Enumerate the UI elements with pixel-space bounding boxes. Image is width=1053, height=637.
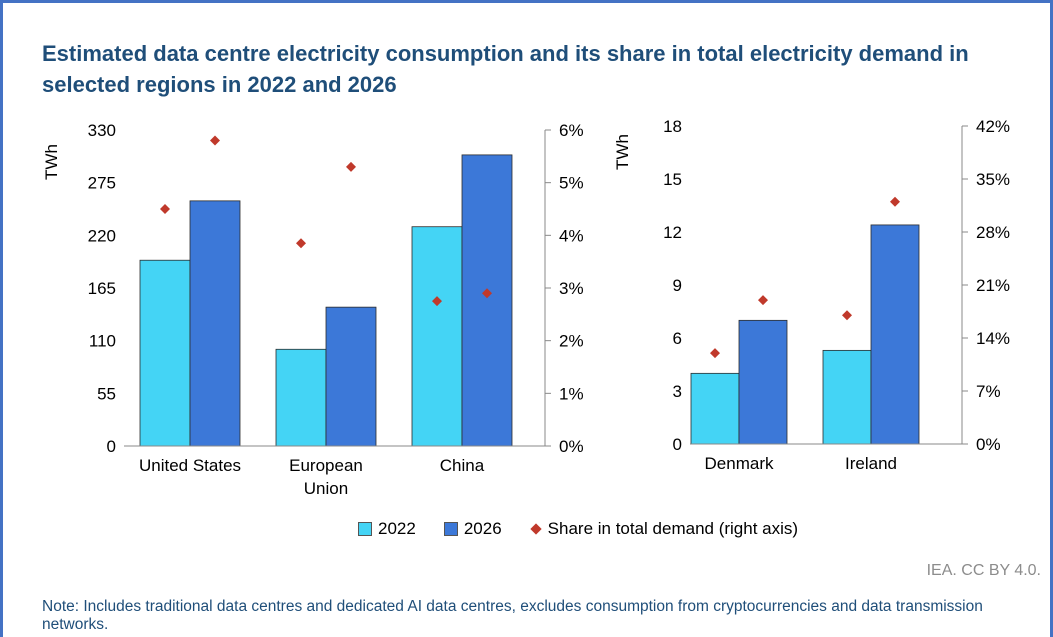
y2-tick-label: 6% xyxy=(559,121,584,140)
share-marker-2026-china xyxy=(482,288,492,299)
y-tick-label: 330 xyxy=(88,121,116,140)
source-credit: IEA. CC BY 4.0. xyxy=(926,562,1041,579)
bar-2022-china xyxy=(411,226,463,447)
y-tick-label: 0 xyxy=(673,435,682,454)
legend-diamond-icon xyxy=(529,523,542,535)
y2-tick-label: 21% xyxy=(976,276,1010,295)
y2-tick-label: 28% xyxy=(976,223,1010,242)
y-tick-label: 165 xyxy=(88,279,116,298)
bar-2026-united-states xyxy=(189,200,241,447)
legend-label-2026: 2026 xyxy=(463,519,502,538)
bar-2022-ireland xyxy=(822,349,872,445)
legend-item-2026: 2026 xyxy=(443,519,502,539)
bar-2026-european-union xyxy=(325,306,377,447)
y-tick-label: 15 xyxy=(663,170,682,189)
y-tick-label: 3 xyxy=(673,382,682,401)
bar-2022-united-states xyxy=(139,259,191,447)
x-tick-label: Ireland xyxy=(845,454,897,473)
share-marker-2022-china xyxy=(432,296,442,307)
y-tick-label: 6 xyxy=(673,329,682,348)
legend-swatch-2022 xyxy=(358,522,372,536)
y2-tick-label: 42% xyxy=(976,117,1010,136)
y2-tick-label: 1% xyxy=(559,384,584,403)
bar-2022-denmark xyxy=(690,372,740,445)
y-tick-label: 9 xyxy=(673,276,682,295)
y-tick-label: 110 xyxy=(89,332,116,351)
y-tick-label: 18 xyxy=(663,117,682,136)
y-axis-title: TWh xyxy=(613,134,632,170)
y-tick-label: 220 xyxy=(88,226,116,245)
chart-legend: 2022 2026 Share in total demand (right a… xyxy=(358,519,826,539)
y2-tick-label: 0% xyxy=(559,437,584,456)
legend-swatch-2026 xyxy=(443,522,458,536)
share-marker-2022-denmark xyxy=(710,348,720,359)
x-tick-label: China xyxy=(440,456,485,475)
y2-tick-label: 3% xyxy=(559,279,584,298)
chart-note: Note: Includes traditional data centres … xyxy=(42,598,983,633)
share-marker-2026-ireland xyxy=(890,196,900,207)
legend-item-share: Share in total demand (right axis) xyxy=(529,519,799,539)
share-marker-2022-ireland xyxy=(842,310,852,321)
bar-2026-denmark xyxy=(738,319,788,445)
chart-title: Estimated data centre electricity consum… xyxy=(42,41,969,97)
y2-tick-label: 4% xyxy=(559,226,584,245)
y2-tick-label: 14% xyxy=(976,329,1010,348)
y2-tick-label: 2% xyxy=(559,332,584,351)
y2-tick-label: 0% xyxy=(976,435,1001,454)
legend-label-2022: 2022 xyxy=(378,519,416,538)
y-tick-label: 12 xyxy=(663,223,682,242)
legend-label-share: Share in total demand (right axis) xyxy=(547,519,799,538)
x-tick-label: European xyxy=(289,456,363,475)
x-tick-label: Denmark xyxy=(705,454,774,473)
legend-item-2022: 2022 xyxy=(358,519,416,539)
share-marker-2026-united-states xyxy=(210,135,220,146)
x-tick-label: United States xyxy=(139,456,241,475)
y-tick-label: 275 xyxy=(88,174,116,193)
y-tick-label: 55 xyxy=(97,384,116,403)
bar-2026-china xyxy=(461,154,513,447)
share-marker-2026-denmark xyxy=(758,295,768,306)
y2-tick-label: 35% xyxy=(976,170,1010,189)
y-tick-label: 0 xyxy=(107,437,116,456)
bar-2022-european-union xyxy=(275,348,327,447)
x-tick-label: Union xyxy=(304,479,348,498)
y-axis-title: TWh xyxy=(42,144,61,180)
share-marker-2022-united-states xyxy=(160,204,170,214)
share-marker-2026-european-union xyxy=(346,161,356,172)
share-marker-2022-european-union xyxy=(296,238,306,249)
y2-tick-label: 7% xyxy=(976,382,1001,401)
bar-2026-ireland xyxy=(870,224,920,445)
y2-tick-label: 5% xyxy=(559,174,584,193)
